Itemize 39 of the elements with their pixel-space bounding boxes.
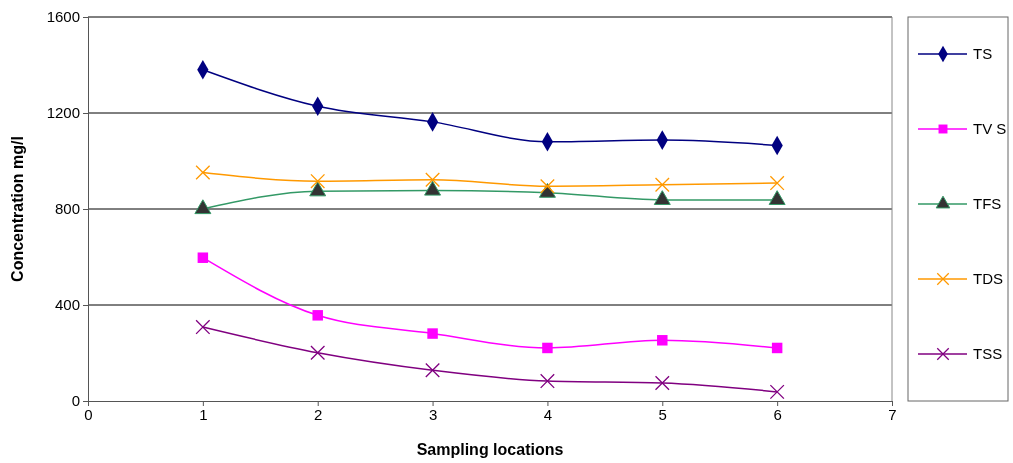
legend-label: TV S (973, 120, 1007, 137)
point (197, 252, 209, 263)
x-tick-label: 2 (314, 405, 323, 423)
point (654, 375, 670, 391)
point (654, 177, 670, 193)
legend-label: TSS (973, 345, 1003, 362)
point (657, 335, 668, 346)
legend-label: TS (973, 45, 993, 62)
y-tick-label: 1600 (46, 8, 80, 26)
point (310, 173, 326, 189)
point (425, 362, 440, 378)
point (310, 345, 326, 361)
point (195, 319, 211, 335)
y-axis-title: Concentration mg/l (9, 136, 26, 282)
point (540, 373, 555, 389)
x-tick-label: 0 (84, 405, 93, 423)
point (312, 310, 323, 321)
y-tick-label: 1200 (46, 104, 80, 122)
x-tick-label: 7 (888, 405, 897, 423)
point (771, 342, 783, 354)
y-tick-label: 800 (54, 200, 80, 218)
point (195, 165, 211, 180)
point (194, 199, 212, 215)
x-tick-label: 6 (773, 405, 782, 423)
point (540, 178, 555, 194)
x-axis-title: Sampling locations (416, 441, 564, 458)
y-tick-label: 400 (54, 296, 80, 314)
point (769, 384, 785, 400)
x-tick-label: 5 (658, 405, 667, 423)
point (425, 172, 440, 188)
y-tick-label: 0 (71, 392, 80, 410)
point (542, 342, 553, 354)
point (769, 175, 785, 191)
legend-label: TFS (973, 195, 1002, 212)
x-tick-label: 4 (543, 405, 553, 423)
x-tick-label: 1 (199, 405, 208, 423)
legend-label: TDS (973, 270, 1003, 287)
x-tick-label: 3 (428, 405, 438, 423)
point (427, 328, 438, 339)
